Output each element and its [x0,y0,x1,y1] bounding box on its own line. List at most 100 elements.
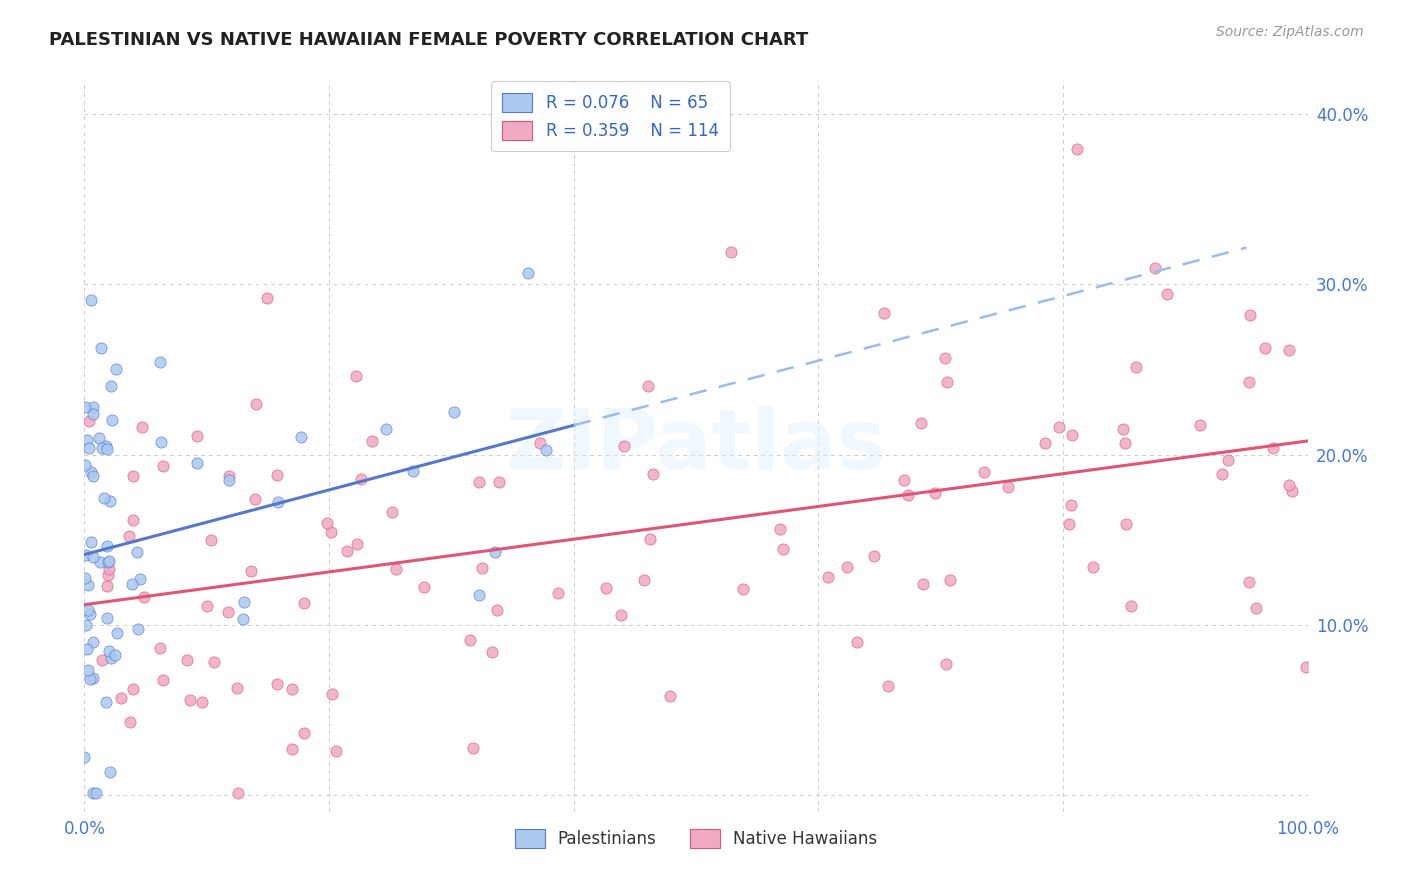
Point [96,611,118,625]
Point [256,291,278,305]
Point [769,522,792,536]
Point [152,459,174,474]
Point [75,618,97,632]
Point [73,749,96,764]
Point [176,653,198,667]
Point [117,529,139,543]
Point [873,306,896,320]
Point [325,744,347,758]
Legend: Palestinians, Native Hawaiians: Palestinians, Native Hawaiians [505,819,887,858]
Point [643,467,665,481]
Point [149,355,172,369]
Point [228,786,250,800]
Point [122,513,145,527]
Point [1239,309,1261,323]
Point [105,626,128,640]
Point [96,579,118,593]
Point [89,431,111,445]
Point [218,473,240,487]
Point [893,473,915,487]
Point [1156,286,1178,301]
Point [595,581,617,595]
Text: Source: ZipAtlas.com: Source: ZipAtlas.com [1216,25,1364,39]
Point [266,467,288,482]
Point [610,608,633,623]
Point [344,369,367,384]
Point [82,400,104,414]
Point [232,612,254,626]
Point [217,605,239,619]
Point [82,786,104,800]
Point [910,416,932,430]
Point [1254,342,1277,356]
Point [633,573,655,587]
Point [658,689,681,703]
Point [76,603,98,617]
Point [90,341,112,355]
Point [1115,516,1137,531]
Point [336,543,359,558]
Point [315,516,337,531]
Point [82,407,104,421]
Point [817,569,839,583]
Point [547,585,569,599]
Point [1189,417,1212,432]
Point [101,413,124,427]
Point [1112,422,1135,436]
Point [1278,343,1301,358]
Point [149,640,172,655]
Point [80,465,103,479]
Point [76,641,98,656]
Point [1246,601,1268,615]
Point [245,396,267,410]
Point [122,682,145,697]
Point [471,561,494,575]
Point [486,602,509,616]
Point [110,691,132,706]
Point [233,594,256,608]
Point [97,568,120,582]
Point [281,681,304,696]
Point [76,434,98,448]
Point [911,577,934,591]
Point [613,439,636,453]
Point [443,405,465,419]
Point [90,653,112,667]
Point [77,663,100,677]
Point [384,562,406,576]
Point [128,572,150,586]
Point [381,505,404,519]
Point [488,475,510,490]
Text: PALESTINIAN VS NATIVE HAWAIIAN FEMALE POVERTY CORRELATION CHART: PALESTINIAN VS NATIVE HAWAIIAN FEMALE PO… [49,31,808,49]
Point [152,673,174,687]
Point [1211,467,1233,482]
Point [939,573,962,587]
Point [84,786,107,800]
Point [924,486,946,500]
Point [202,656,225,670]
Point [75,458,97,472]
Point [150,434,173,449]
Point [1057,516,1080,531]
Point [82,635,104,649]
Point [1281,483,1303,498]
Point [731,582,754,596]
Point [94,439,117,453]
Point [516,266,538,280]
Point [127,622,149,636]
Point [1062,428,1084,442]
Point [200,533,222,548]
Point [79,672,101,686]
Point [100,650,122,665]
Point [80,293,103,307]
Point [98,494,121,508]
Point [98,562,121,576]
Point [1295,660,1317,674]
Point [82,469,104,483]
Point [267,495,290,509]
Point [240,565,263,579]
Point [1216,453,1239,467]
Point [720,244,742,259]
Point [1059,499,1081,513]
Point [98,765,121,780]
